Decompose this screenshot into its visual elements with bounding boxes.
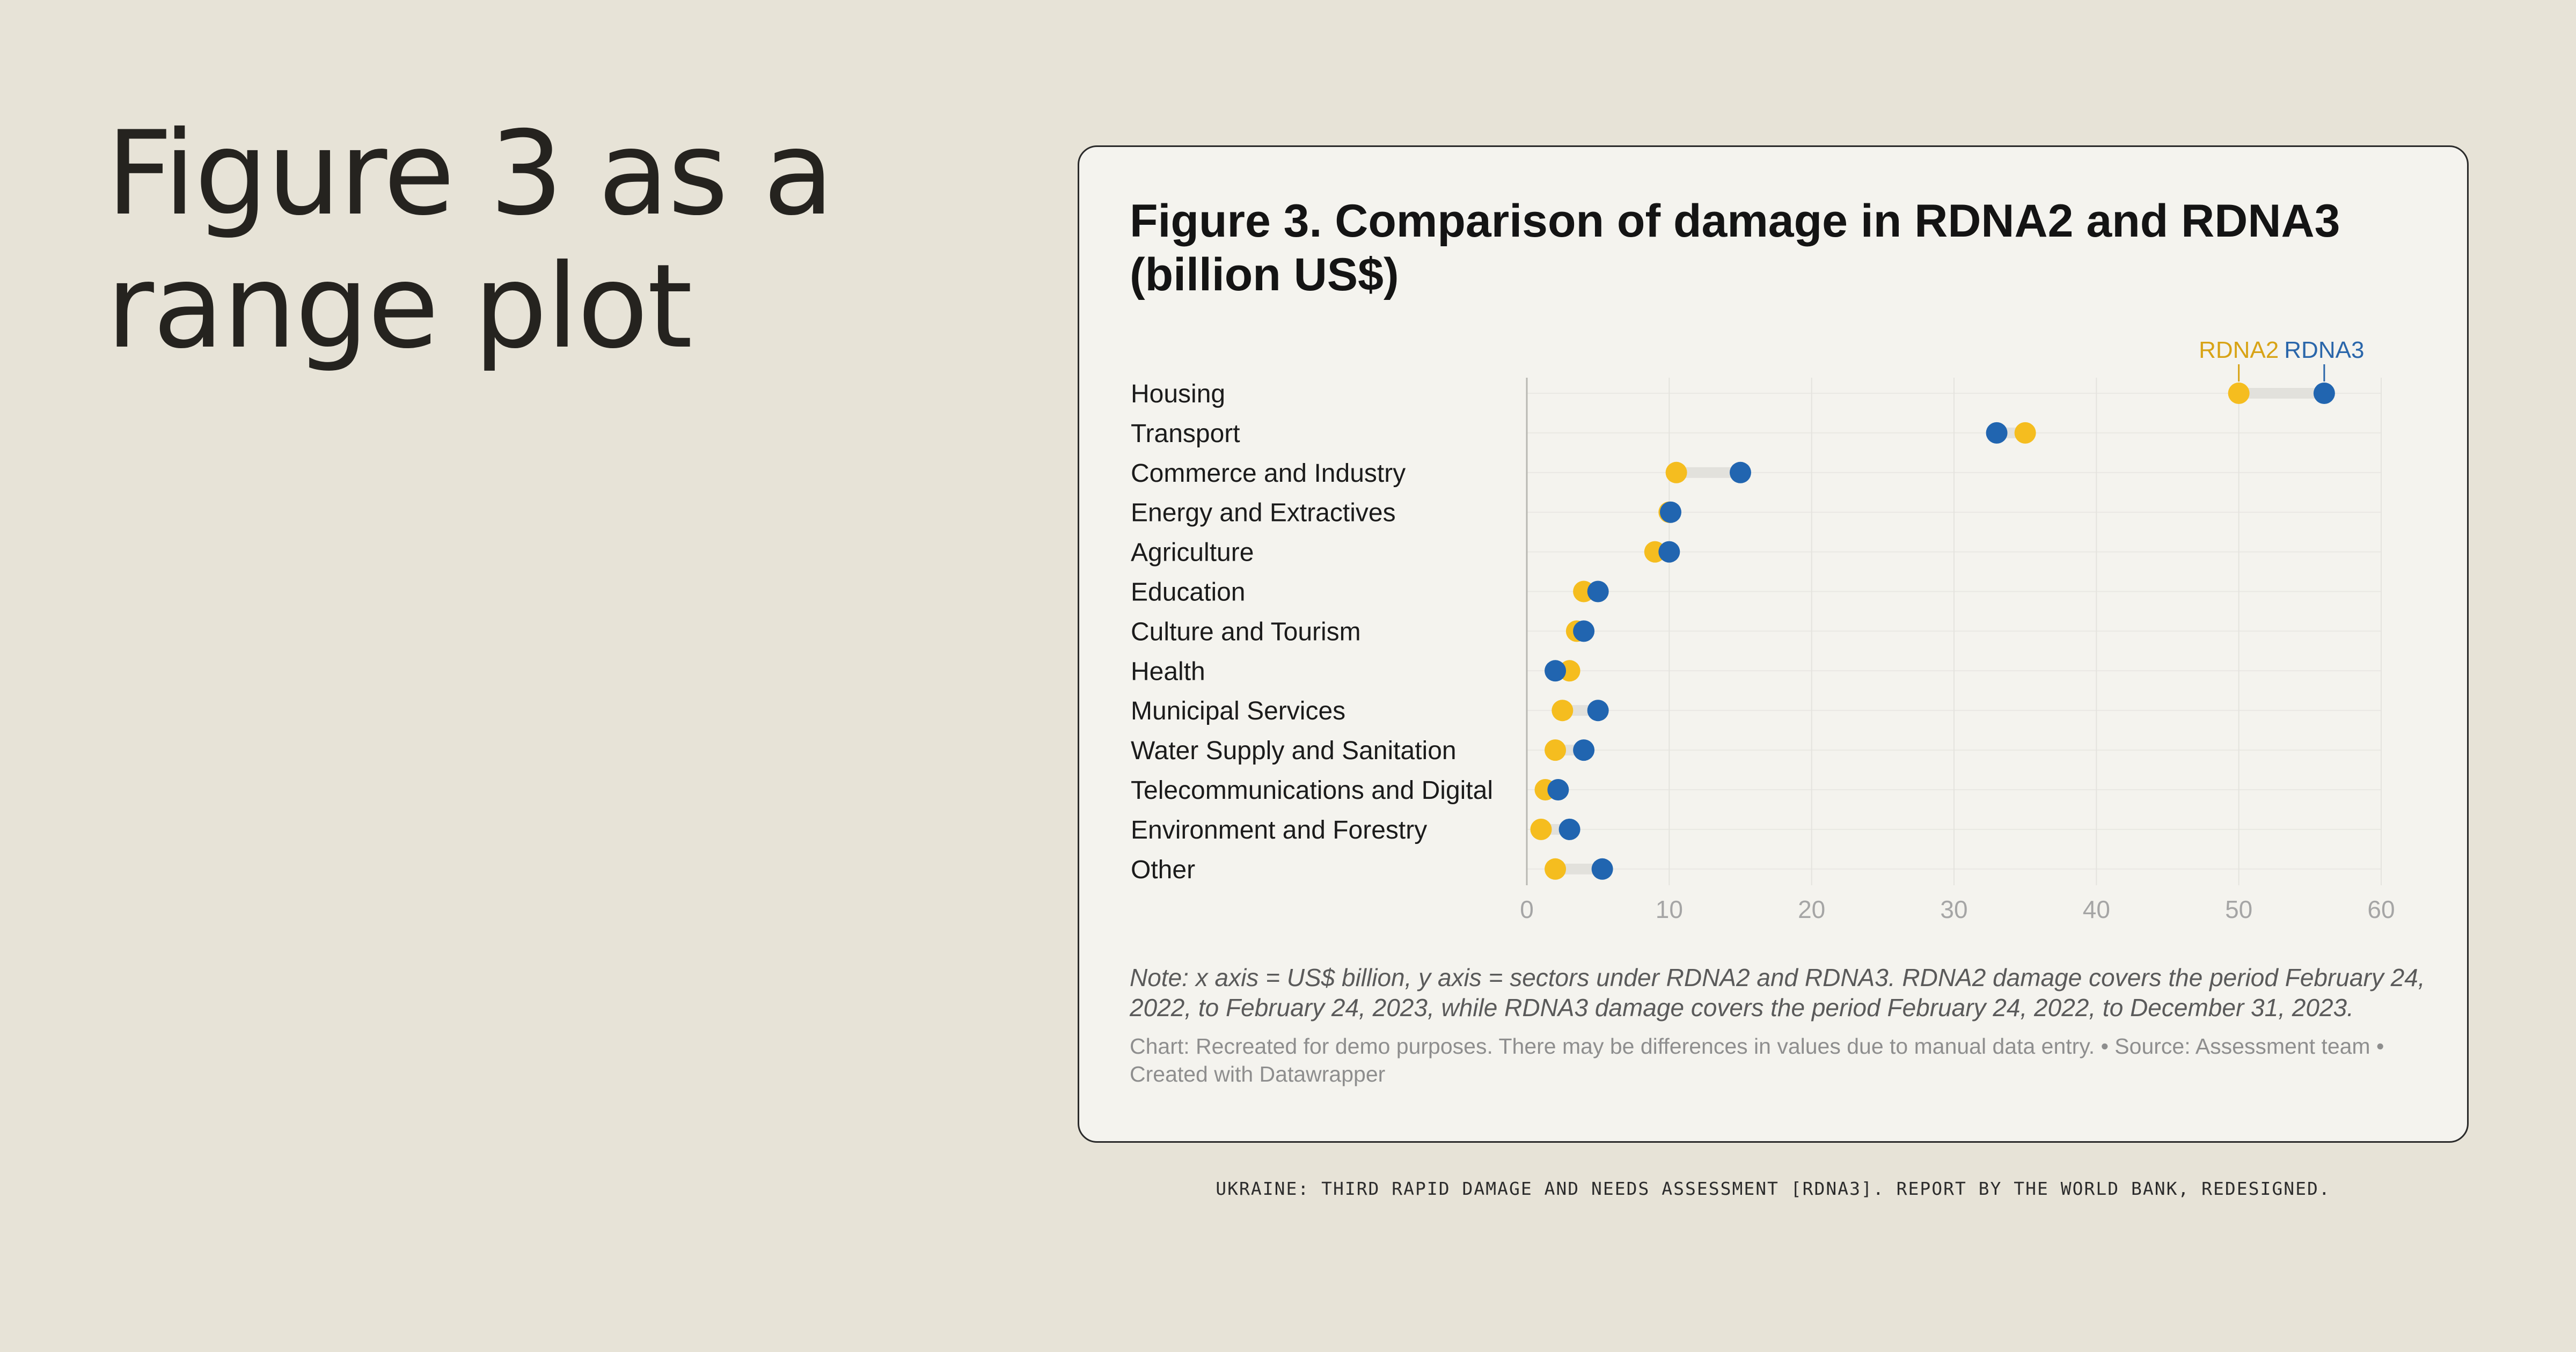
x-axis: 0 10 20 30 40 50 60 [1520, 378, 2395, 923]
report-caption: UKRAINE: THIRD RAPID DAMAGE AND NEEDS AS… [1216, 1178, 2331, 1199]
category-label: Municipal Services [1131, 697, 1345, 725]
category-label: Water Supply and Sanitation [1131, 737, 1457, 765]
rdna3-point [1558, 818, 1580, 840]
category-label: Transport [1131, 420, 1240, 448]
category-label: Agriculture [1131, 539, 1254, 567]
x-tick-label: 10 [1656, 895, 1683, 923]
rdna2-point [1552, 700, 1574, 722]
category-label: Culture and Tourism [1131, 618, 1361, 646]
x-tick-label: 50 [2225, 895, 2252, 923]
x-tick-label: 30 [1940, 895, 1967, 923]
category-label: Housing [1131, 380, 1225, 408]
category-label: Energy and Extractives [1131, 499, 1396, 527]
rdna3-point [1573, 620, 1595, 642]
rdna3-point [1591, 858, 1613, 880]
rdna3-point [1573, 739, 1595, 761]
rdna3-point [1730, 461, 1751, 483]
rdna3-point [1545, 660, 1567, 682]
range-bar [1676, 467, 1740, 478]
rdna3-point [1547, 779, 1569, 800]
category-label: Commerce and Industry [1131, 459, 1406, 488]
category-label: Education [1131, 578, 1246, 607]
rdna3-point [1659, 501, 1681, 523]
category-labels: Housing Transport Commerce and Industry Ene… [1131, 380, 1493, 884]
range-bar [2238, 388, 2324, 399]
chart-note: Note: x axis = US$ billion, y axis = sec… [1130, 964, 2425, 1022]
rdna2-point [2228, 383, 2250, 404]
rdna2-point [1530, 818, 1552, 840]
category-label: Telecommunications and Digital [1131, 776, 1493, 805]
x-tick-label: 60 [2367, 895, 2395, 923]
rdna3-point [1986, 422, 2008, 444]
legend: RDNA2 RDNA3 [2199, 337, 2364, 381]
rdna2-point [1545, 858, 1567, 880]
x-tick-label: 40 [2083, 895, 2110, 923]
legend-rdna3-label: RDNA3 [2284, 337, 2364, 363]
category-label: Environment and Forestry [1131, 816, 1427, 844]
category-label: Other [1131, 856, 1195, 884]
data-points [1530, 383, 2335, 880]
legend-rdna2-label: RDNA2 [2199, 337, 2279, 363]
x-tick-label: 0 [1520, 895, 1534, 923]
slide-title: Figure 3 as a range plot [106, 106, 834, 374]
rdna2-point [1665, 461, 1687, 483]
rdna3-point [1587, 700, 1609, 722]
chart-card: Figure 3. Comparison of damage in RDNA2 … [1078, 145, 2469, 1143]
category-label: Health [1131, 657, 1205, 686]
rdna2-point [1545, 739, 1567, 761]
rdna3-point [2313, 383, 2335, 404]
rdna2-point [2014, 422, 2036, 444]
grid-lines [1527, 378, 2382, 885]
rdna3-point [1587, 581, 1609, 602]
x-tick-label: 20 [1798, 895, 1825, 923]
range-bar [1555, 863, 1602, 875]
chart-credit: Chart: Recreated for demo purposes. Ther… [1130, 1034, 2384, 1086]
range-plot: 0 10 20 30 40 50 60 Housing Transport Commerce a… [1131, 337, 2395, 923]
rdna3-point [1658, 541, 1680, 563]
chart-title: Figure 3. Comparison of damage in RDNA2 … [1130, 195, 2340, 300]
